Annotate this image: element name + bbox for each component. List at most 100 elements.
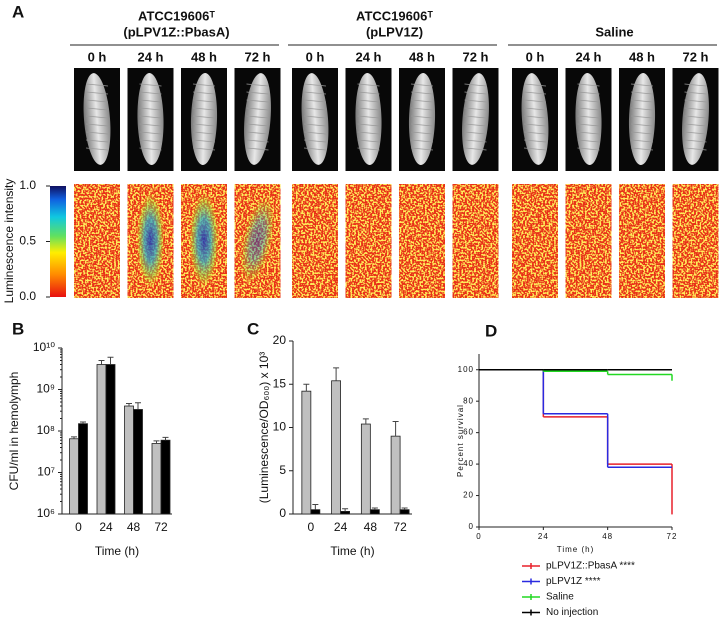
bar [310,509,321,515]
larva-segment [577,91,600,95]
error-bar [107,356,114,365]
larva-segment [523,99,547,103]
larva-segment [357,123,380,127]
error-bar [162,436,169,441]
larva-segment [630,107,654,111]
larva-segment [410,123,434,127]
y-tick-label: 10⁷ [37,465,55,479]
time-label: 48 h [629,49,655,64]
larva-segment [523,107,547,111]
colorbar-tick-label: 1.0 [19,178,36,192]
y-tick-label: 20 [273,333,287,347]
larva-segment [577,99,600,103]
larva-segment [192,131,216,135]
larva-segment [139,123,162,127]
heatmap-speckle [565,184,612,298]
larva-segment [684,147,707,151]
bar [96,364,107,515]
heatmap-speckle [399,184,445,298]
larva-segment [464,107,487,111]
group-title: Saline [595,24,633,39]
larva-segment [139,83,162,87]
x-axis-label: Time (h) [95,544,139,558]
y-tick-label: 100 [458,365,474,374]
larva-segment [192,99,216,103]
time-label: 24 h [355,49,381,64]
larva-segment [410,107,434,111]
larva-segment [139,131,162,135]
y-axis-label: CFU/ml in hemolymph [7,372,21,491]
larva-segment [684,139,707,143]
error-bar [362,418,369,425]
larva-segment [357,131,380,135]
larva-segment [246,107,269,111]
heatmap-glow [240,195,275,285]
heatmap-speckle [345,184,392,298]
error-bar [401,507,408,510]
larva-segment [523,147,547,151]
larva-segment [684,91,707,95]
colorbar-tick-label: 0.5 [19,234,36,248]
bar [105,364,116,515]
y-tick-label: 20 [463,491,474,500]
time-label: 24 h [575,49,601,64]
error-bar [153,440,160,444]
colorbar-tick-label: 0.0 [19,289,36,303]
bar [331,380,342,515]
larva-segment [85,139,109,143]
larva-segment [357,99,380,103]
y-tick-label: 15 [273,376,287,390]
larva-segment [523,115,547,119]
time-label: 0 h [88,49,107,64]
larva-segment [357,91,380,95]
bar [399,509,410,515]
larva-segment [192,123,216,127]
time-label: 24 h [137,49,163,64]
larva-segment [523,131,547,135]
bar [124,405,134,515]
x-tick-label: 72 [667,532,678,541]
error-bar [135,402,141,410]
panel-label: D [485,321,497,340]
y-axis-label: Percent survival [456,404,465,477]
larva-segment [192,139,216,143]
larva-segment [303,83,327,87]
bar [369,509,380,515]
larva-segment [464,139,487,143]
x-tick-label: 0 [308,520,315,534]
error-bar [71,436,77,439]
larva-segment [192,83,216,87]
larva-segment [303,115,327,119]
larva-segment [464,99,487,103]
x-axis-label: Time (h) [557,545,594,554]
larva-segment [246,147,269,151]
larva-segment [139,147,162,151]
y-tick-label: 80 [463,396,474,405]
larva-segment [303,91,327,95]
larva-segment [630,115,654,119]
error-bar [80,421,86,424]
larva-segment [577,83,600,87]
larva-segment [246,115,269,119]
error-bar [392,420,399,437]
heatmap-speckle [74,184,120,298]
y-tick-label: 10⁸ [37,423,55,437]
larva-segment [85,91,109,95]
larva-segment [139,99,162,103]
x-tick-label: 24 [99,520,113,534]
larva-segment [357,107,380,111]
colorbar-label: Luminescence intensity [2,179,16,304]
heatmap-speckle [452,184,499,298]
error-bar [371,507,378,510]
larva-segment [523,139,547,143]
bar [360,423,371,515]
larva-segment [139,107,162,111]
y-tick-label: 0 [469,522,474,531]
panel-label: B [12,319,24,338]
larva-segment [464,83,487,87]
y-tick-label: 10⁶ [37,506,55,520]
larva-segment [630,123,654,127]
heatmap-speckle [512,184,558,298]
larva-segment [410,91,434,95]
larva-segment [139,139,162,143]
